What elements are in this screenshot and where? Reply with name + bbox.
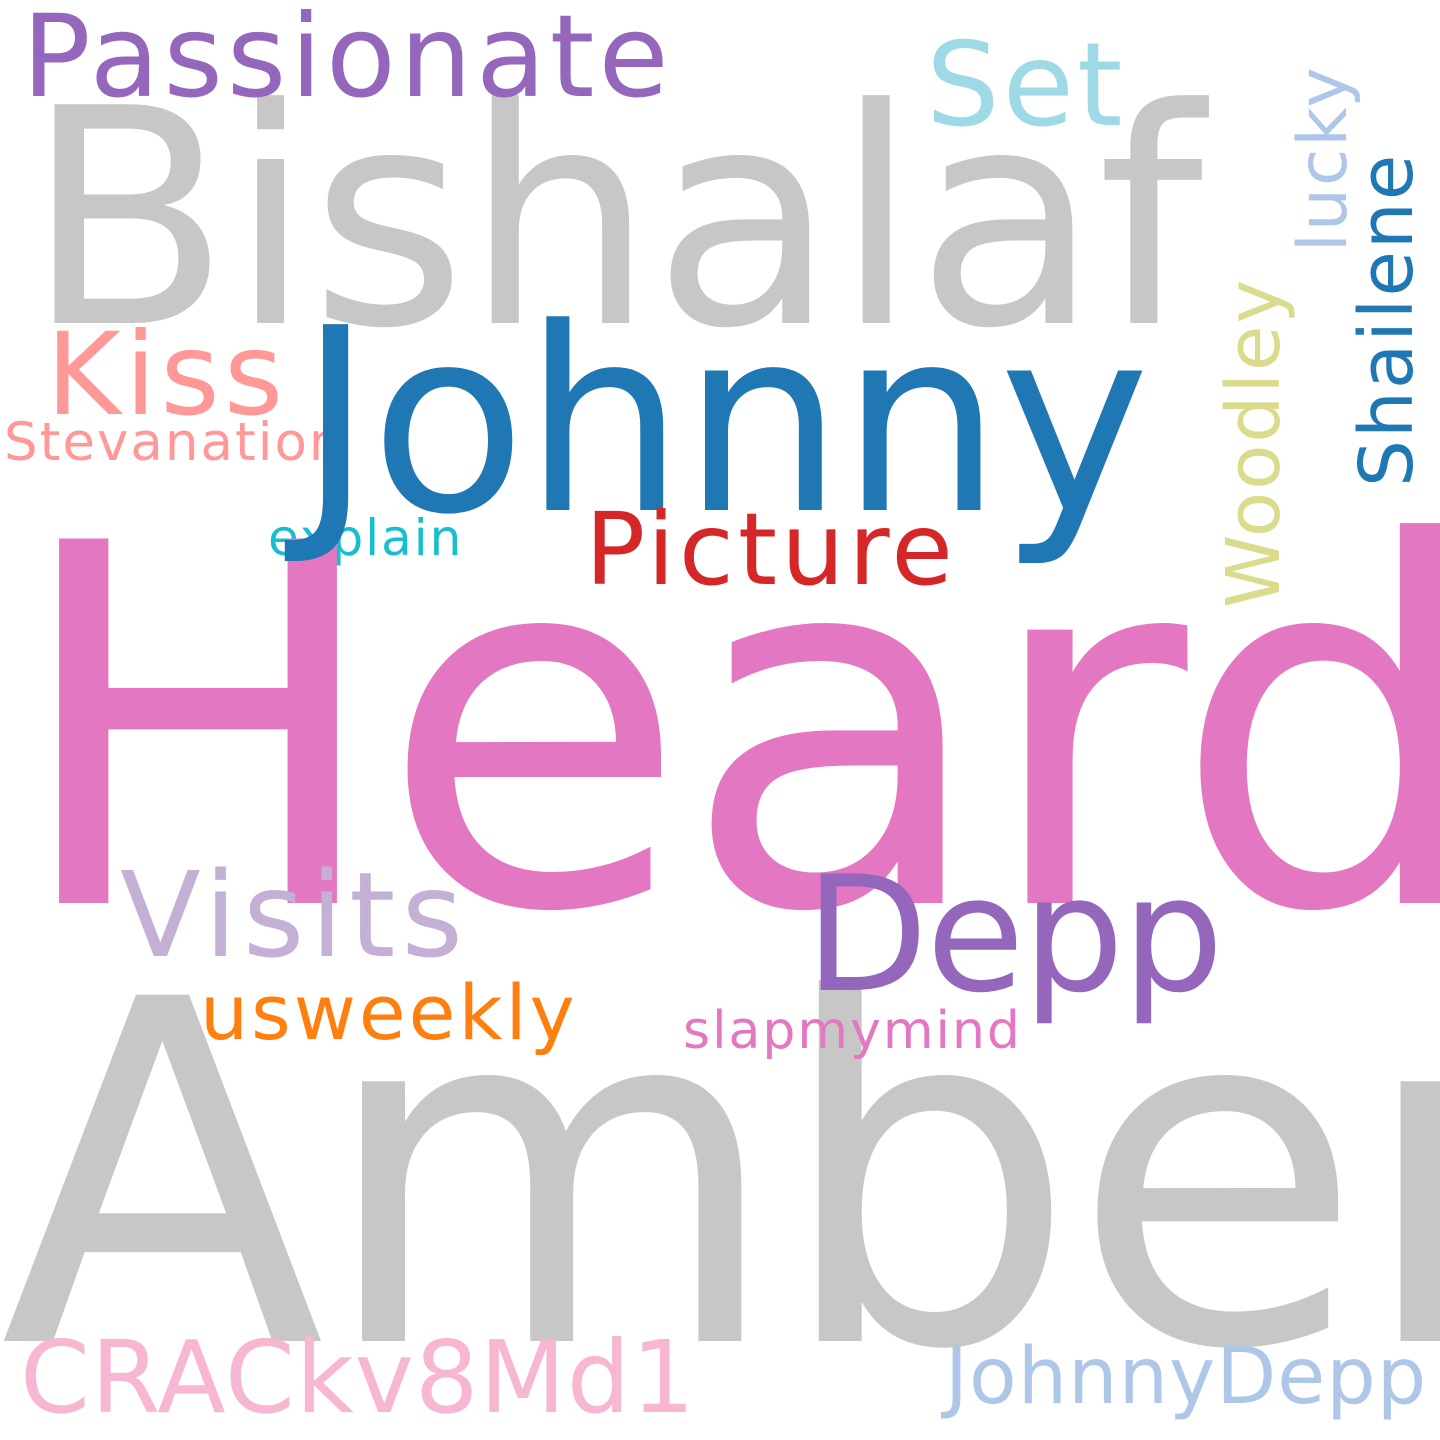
word-passionate: Passionate [22, 0, 673, 123]
word-johnnydepp: JohnnyDepp [945, 1332, 1428, 1422]
word-explain: explain [268, 509, 464, 567]
word-bishalaf: Bishalaf [25, 45, 1203, 394]
word-slapmymind: slapmymind [683, 1001, 1022, 1061]
word-kiss: Kiss [46, 308, 288, 441]
word-crackv8md1: CRACkv8Md1 [20, 1319, 696, 1436]
word-shailene: Shailene [1344, 152, 1430, 487]
word-depp: Depp [805, 841, 1224, 1028]
word-usweekly: usweekly [200, 968, 578, 1057]
word-woodley: Woodley [1211, 277, 1297, 608]
word-stevanation: Stevanation [4, 412, 345, 473]
word-visits: Visits [120, 846, 469, 984]
word-johnny: Johnny [298, 274, 1150, 571]
word-set: Set [926, 18, 1126, 153]
word-amber: Amber [0, 901, 1440, 1440]
word-picture: Picture [585, 491, 957, 608]
word-heard: Heard [10, 439, 1440, 1021]
